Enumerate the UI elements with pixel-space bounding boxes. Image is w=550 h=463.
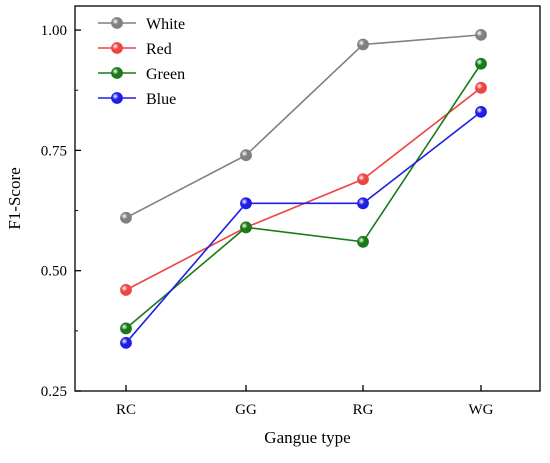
data-point-red [120,284,132,296]
series-line-blue [125,111,482,344]
legend-label-blue: Blue [146,91,176,108]
series-line-red [125,87,482,291]
x-tick-label: RG [353,402,374,418]
y-tick-label: 1.00 [41,23,67,39]
x-axis-title: Gangue type [264,428,350,447]
data-point-blue [475,105,487,118]
series-line-green [125,63,482,330]
data-point-blue [240,197,252,210]
data-point-red [475,81,487,94]
y-axis-title: F1-Score [5,167,24,229]
legend-marker-white [111,17,123,29]
axes: 0.25 0.50 0.75 1.00 RC GG RG WG [41,5,541,418]
y-tick-label: 0.75 [41,143,67,159]
data-point-green [357,235,369,248]
series-line-white [125,34,482,219]
data-point-white [475,28,487,41]
plot-frame [74,5,541,392]
legend-marker-red [111,42,123,54]
y-tick-label: 0.50 [41,264,67,280]
legend: White Red Green Blue [98,16,185,108]
legend-label-white: White [146,16,185,33]
data-point-blue [120,336,132,349]
legend-label-red: Red [146,41,172,58]
x-tick-label: RC [116,402,136,418]
data-point-blue [357,197,369,210]
data-point-red [357,173,369,186]
x-tick-label: GG [235,402,257,418]
data-point-green [120,322,132,335]
legend-marker-blue [111,92,123,104]
data-point-green [240,221,252,234]
data-point-white [357,38,369,51]
y-tick-label: 0.25 [41,384,67,400]
legend-label-green: Green [146,66,185,83]
series-group [120,28,487,349]
x-tick-label: WG [469,402,494,418]
data-point-white [120,211,132,224]
legend-marker-green [111,67,123,79]
data-point-green [475,57,487,70]
data-point-white [240,149,252,162]
